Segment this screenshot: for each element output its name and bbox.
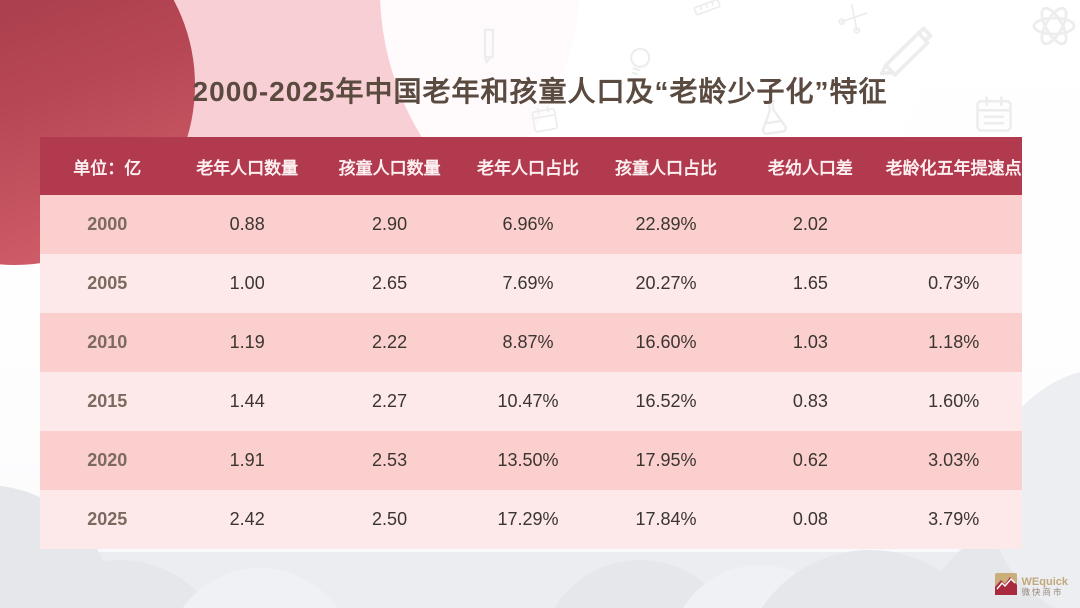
col-header-unit: 单位：亿 xyxy=(73,158,142,178)
cell-elderly-share: 8.87% xyxy=(502,332,554,352)
cell-children-count: 2.90 xyxy=(372,214,408,234)
doodle-pencil-icon xyxy=(869,13,944,92)
col-header-elderly-share: 老年人口占比 xyxy=(477,158,580,178)
cell-gap: 0.08 xyxy=(792,509,828,529)
cell-aging-speedup: 3.03% xyxy=(928,450,980,470)
cell-year: 2010 xyxy=(87,332,128,352)
cell-aging-speedup: 0.73% xyxy=(928,273,980,293)
doodle-pencil-icon xyxy=(461,15,517,72)
cell-elderly-share: 13.50% xyxy=(497,450,559,470)
cell-year: 2000 xyxy=(87,214,128,234)
cell-elderly-share: 6.96% xyxy=(502,214,554,234)
table-header-row: 单位：亿 老年人口数量 孩童人口数量 老年人口占比 孩童人口占比 老幼人口差 老… xyxy=(40,137,1022,195)
brand-logo-icon xyxy=(994,573,1017,600)
brand-logo: WEquick 微快商市 xyxy=(994,573,1068,600)
cell-children-share: 16.60% xyxy=(635,332,697,352)
doodle-ruler-icon xyxy=(688,0,728,31)
doodle-flask-icon xyxy=(749,93,797,145)
slide-title: 2000-2025年中国老年和孩童人口及“老龄少子化”特征 xyxy=(192,76,888,107)
table-row: 2015 1.44 2.27 10.47% 16.52% 0.83 1.60% xyxy=(40,372,1022,431)
cell-elderly-count: 1.19 xyxy=(229,332,265,352)
cell-elderly-count: 2.42 xyxy=(229,509,265,529)
col-header-children-share: 孩童人口占比 xyxy=(614,158,717,178)
doodle-calendar-icon xyxy=(527,102,563,142)
cell-elderly-count: 1.91 xyxy=(229,450,265,470)
col-header-elderly-count: 老年人口数量 xyxy=(196,158,299,178)
cell-children-share: 17.84% xyxy=(635,509,697,529)
cell-children-count: 2.22 xyxy=(372,332,408,352)
cell-gap: 1.65 xyxy=(792,273,828,293)
doodle-atom-icon xyxy=(1030,2,1078,55)
cell-elderly-share: 10.47% xyxy=(497,391,559,411)
cell-elderly-count: 1.00 xyxy=(229,273,265,293)
cell-children-share: 16.52% xyxy=(635,391,697,411)
cell-aging-speedup: 3.79% xyxy=(928,509,980,529)
table-row: 2010 1.19 2.22 8.87% 16.60% 1.03 1.18% xyxy=(40,313,1022,372)
table-row: 2020 1.91 2.53 13.50% 17.95% 0.62 3.03% xyxy=(40,431,1022,490)
cell-aging-speedup: 1.18% xyxy=(928,332,980,352)
cell-gap: 0.83 xyxy=(792,391,828,411)
cell-gap: 1.03 xyxy=(792,332,828,352)
cell-children-count: 2.53 xyxy=(372,450,408,470)
cell-elderly-count: 1.44 xyxy=(229,391,265,411)
cell-children-share: 20.27% xyxy=(635,273,697,293)
cell-aging-speedup: 1.60% xyxy=(928,391,980,411)
brand-name-chinese: 微快商市 xyxy=(1021,586,1064,597)
cell-gap: 0.62 xyxy=(792,450,828,470)
cell-elderly-share: 7.69% xyxy=(502,273,554,293)
table-row: 2005 1.00 2.65 7.69% 20.27% 1.65 0.73% xyxy=(40,254,1022,313)
cell-elderly-share: 17.29% xyxy=(497,509,559,529)
cell-children-share: 22.89% xyxy=(635,214,697,234)
cell-children-count: 2.50 xyxy=(372,509,408,529)
cell-children-count: 2.27 xyxy=(372,391,408,411)
cell-children-share: 17.95% xyxy=(635,450,697,470)
doodle-calendar-icon xyxy=(972,92,1016,141)
cell-year: 2015 xyxy=(87,391,128,411)
brand-name: WEquick xyxy=(1021,575,1068,588)
cell-gap: 2.02 xyxy=(792,214,828,234)
table-row: 2000 0.88 2.90 6.96% 22.89% 2.02 xyxy=(40,195,1022,254)
col-header-aging-speedup: 老龄化五年提速点 xyxy=(885,158,1022,178)
cell-children-count: 2.65 xyxy=(372,273,408,293)
doodle-bulb-icon xyxy=(615,39,662,89)
col-header-children-count: 孩童人口数量 xyxy=(338,158,441,178)
doodle-scissors-icon xyxy=(831,0,874,42)
cell-elderly-count: 0.88 xyxy=(229,214,265,234)
cell-year: 2005 xyxy=(87,273,128,293)
col-header-gap: 老幼人口差 xyxy=(767,158,853,178)
table-row: 2025 2.42 2.50 17.29% 17.84% 0.08 3.79% xyxy=(40,490,1022,549)
cell-year: 2025 xyxy=(87,509,128,529)
population-table: 单位：亿 老年人口数量 孩童人口数量 老年人口占比 孩童人口占比 老幼人口差 老… xyxy=(40,137,1022,549)
cell-year: 2020 xyxy=(87,450,128,470)
